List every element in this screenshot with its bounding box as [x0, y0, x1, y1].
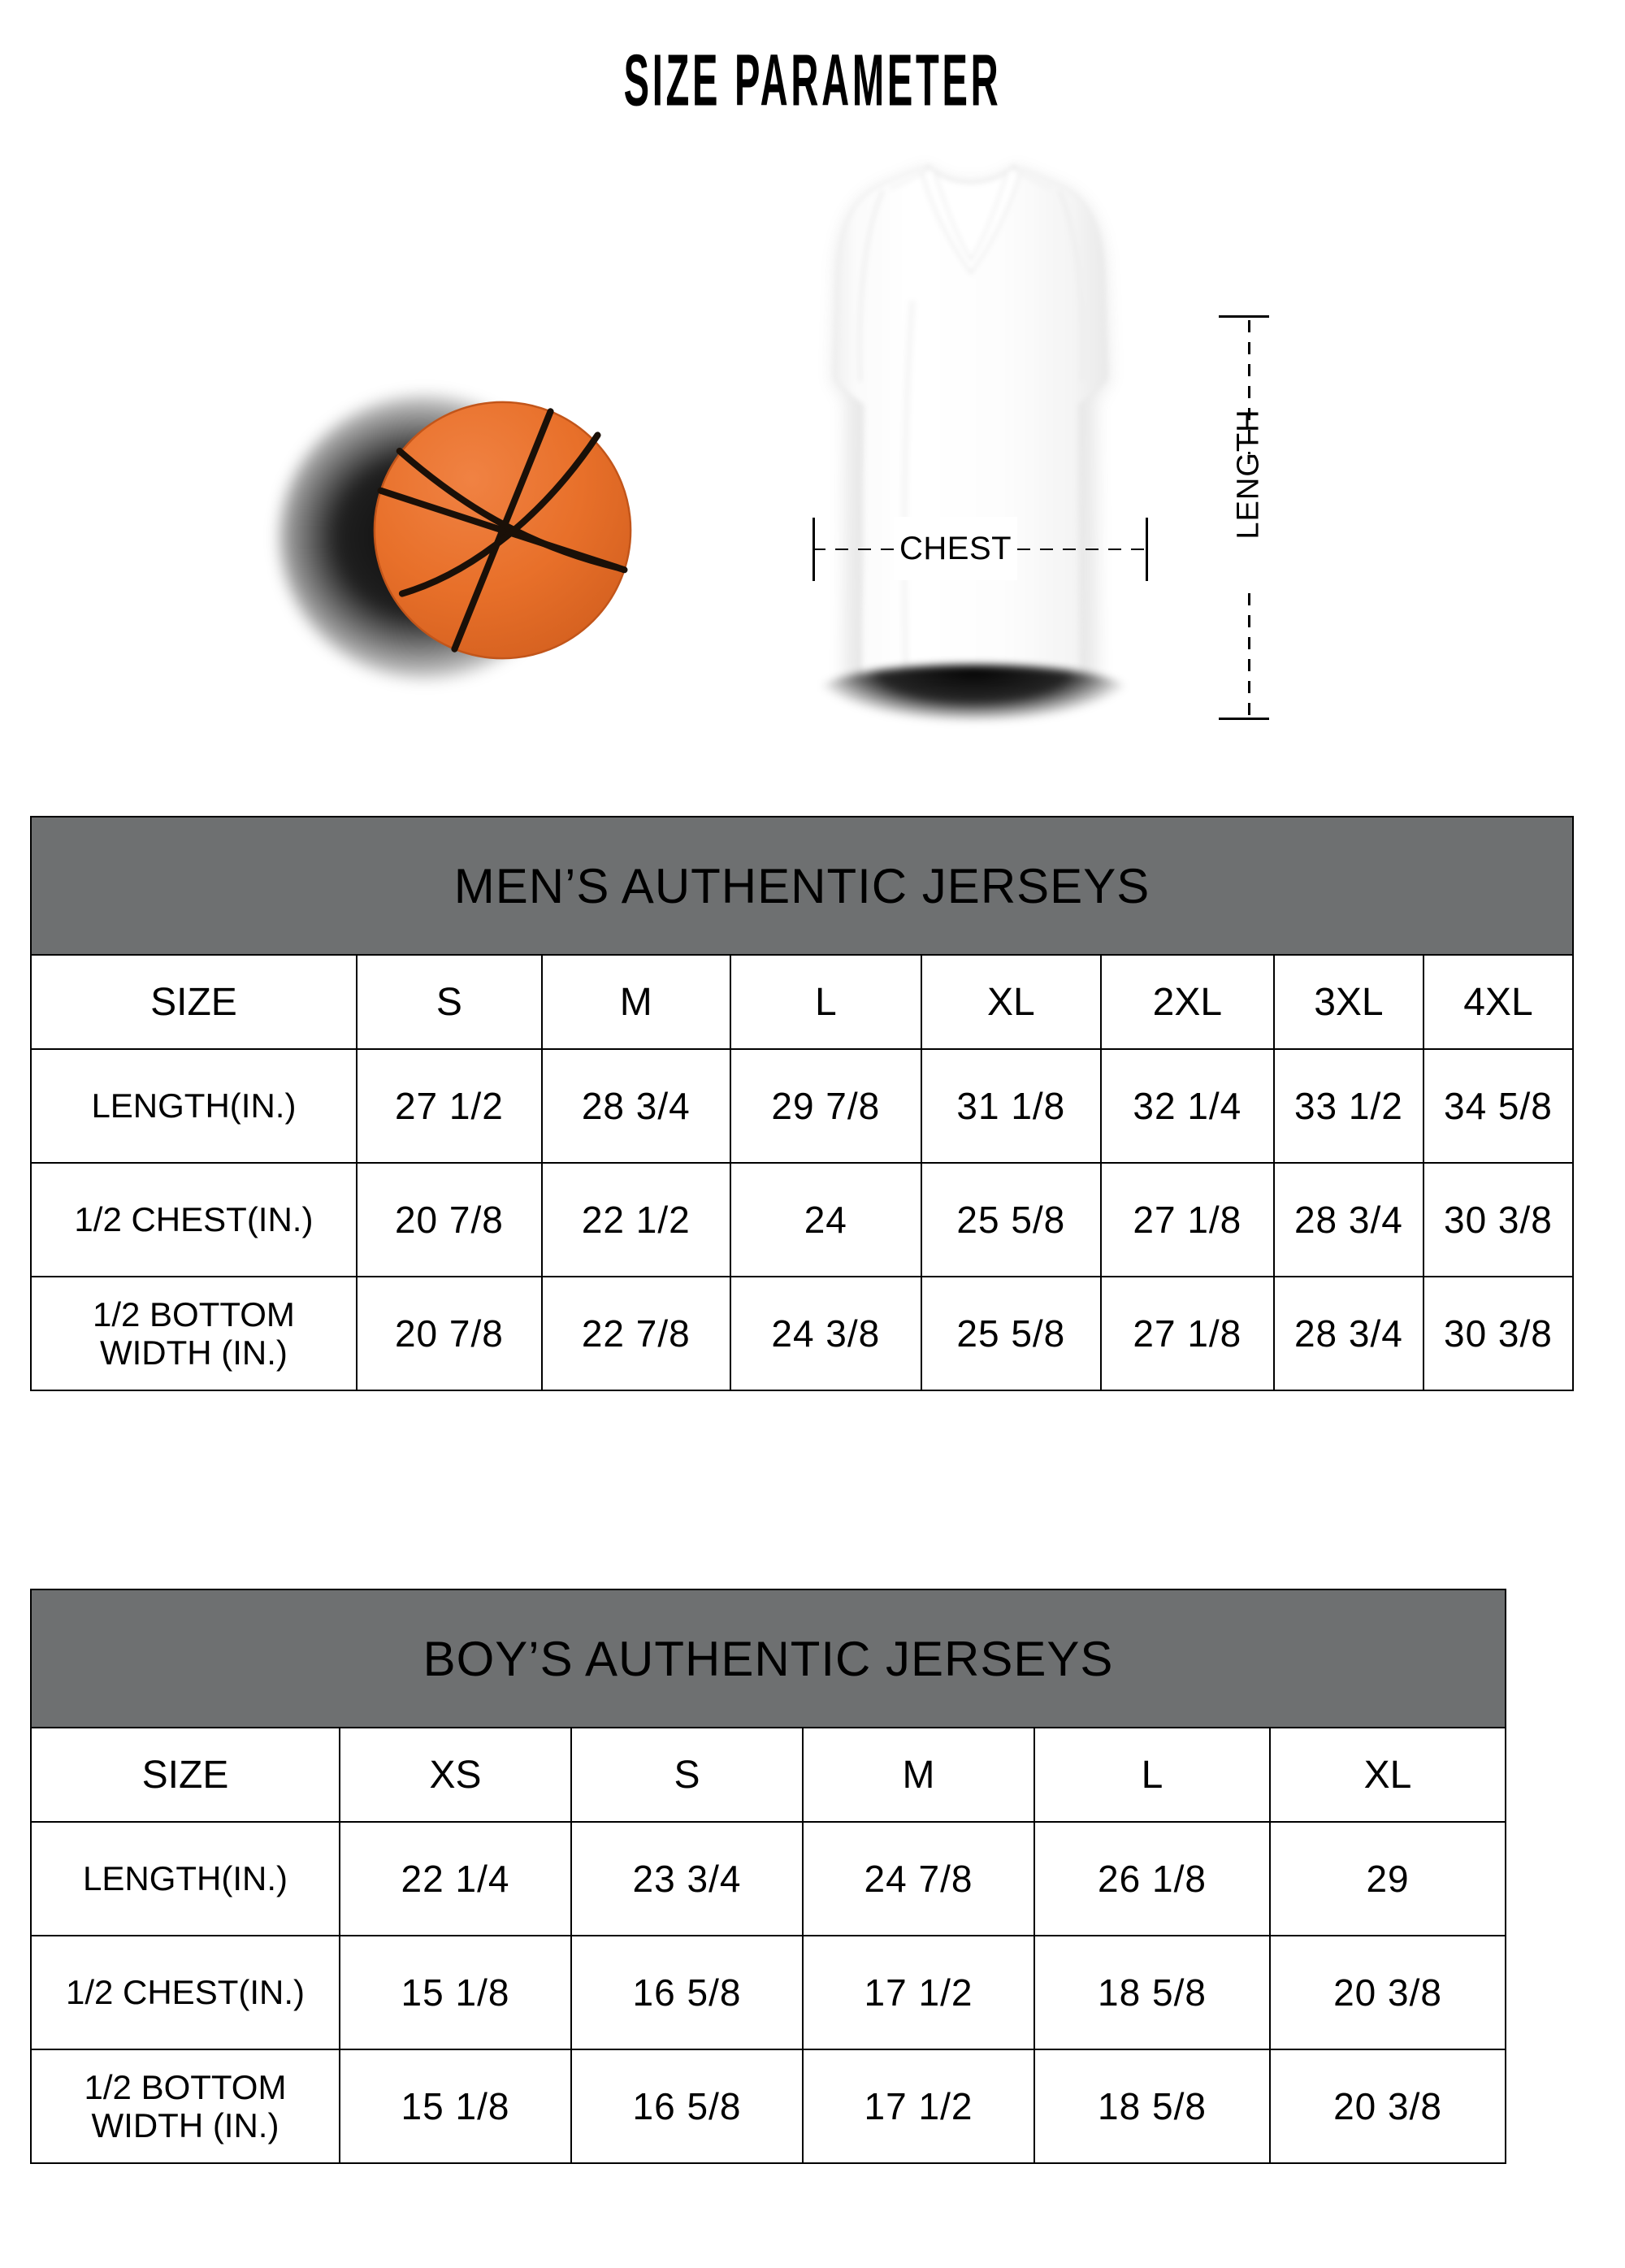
mens-col-head-l: L: [729, 954, 923, 1050]
table-cell: 22 7/8: [540, 1276, 731, 1391]
length-label: LENGTH: [1231, 409, 1266, 540]
table-cell: 20 7/8: [355, 1276, 543, 1391]
table-cell: 23 3/4: [570, 1821, 804, 1936]
length-dashed-line-top: [1248, 320, 1250, 454]
mens-col-head-size: SIZE: [30, 954, 358, 1050]
table-cell: 20 3/8: [1268, 2049, 1507, 2164]
table-cell: 22 1/4: [339, 1821, 572, 1936]
mens-col-head-2xl: 2XL: [1099, 954, 1275, 1050]
table-cell: 24 3/8: [729, 1276, 923, 1391]
table-cell: 27 1/8: [1099, 1276, 1275, 1391]
boys-banner: BOY’S AUTHENTIC JERSEYS: [29, 1589, 1507, 1728]
table-cell: 32 1/4: [1099, 1048, 1275, 1164]
table-row: 1/2 BOTTOM WIDTH (IN.) 15 1/8 16 5/8 17 1…: [30, 2049, 1507, 2164]
table-cell: 20 7/8: [355, 1162, 543, 1277]
basketball-icon: [373, 401, 632, 660]
mens-col-head-4xl: 4XL: [1422, 954, 1575, 1050]
table-row: 1/2 BOTTOM WIDTH (IN.) 20 7/8 22 7/8 24 3…: [30, 1276, 1575, 1391]
page-title: SIZE PARAMETER: [623, 40, 1002, 122]
table-cell: 27 1/2: [355, 1048, 543, 1164]
table-cell: 34 5/8: [1422, 1048, 1575, 1164]
table-row: LENGTH(IN.) 27 1/2 28 3/4 29 7/8 31 1/8 …: [30, 1048, 1575, 1164]
basketball-graphic: [280, 374, 666, 715]
boys-table-banner-row: BOY’S AUTHENTIC JERSEYS: [29, 1589, 1507, 1728]
table-cell: 18 5/8: [1034, 1935, 1271, 2050]
mens-header-row: SIZE S M L XL 2XL 3XL 4XL: [30, 954, 1575, 1050]
mens-col-head-xl: XL: [921, 954, 1102, 1050]
jersey-graphic: [776, 138, 1166, 739]
table-cell: 17 1/2: [802, 2049, 1035, 2164]
table-cell: 31 1/8: [921, 1048, 1102, 1164]
boys-size-table: BOY’S AUTHENTIC JERSEYS SIZE XS S M L XL…: [29, 1589, 1507, 2164]
boys-col-head-xs: XS: [339, 1727, 572, 1823]
table-cell: 15 1/8: [339, 1935, 572, 2050]
mens-row-label-length: LENGTH(IN.): [30, 1048, 358, 1164]
chest-label: CHEST: [894, 517, 1018, 580]
mens-table-banner-row: MEN’S AUTHENTIC JERSEYS: [30, 816, 1574, 956]
boys-col-head-m: M: [802, 1727, 1035, 1823]
table-cell: 16 5/8: [570, 2049, 804, 2164]
mens-row-label-bottom-width: 1/2 BOTTOM WIDTH (IN.): [30, 1276, 358, 1391]
table-cell: 29: [1268, 1821, 1507, 1936]
table-cell: 29 7/8: [729, 1048, 923, 1164]
length-tick-top: [1219, 315, 1269, 318]
boys-col-head-s: S: [570, 1727, 804, 1823]
illustration-band: CHEST LENGTH: [0, 138, 1625, 780]
table-cell: 18 5/8: [1034, 2049, 1271, 2164]
boys-row-label-length: LENGTH(IN.): [30, 1821, 340, 1936]
jersey-icon: [833, 164, 1109, 684]
table-cell: 25 5/8: [921, 1276, 1102, 1391]
table-row: 1/2 CHEST(IN.) 15 1/8 16 5/8 17 1/2 18 5…: [30, 1935, 1507, 2050]
table-cell: 25 5/8: [921, 1162, 1102, 1277]
boys-col-head-size: SIZE: [30, 1727, 340, 1823]
table-cell: 28 3/4: [540, 1048, 731, 1164]
length-dashed-line-bottom: [1248, 593, 1250, 719]
boys-row-label-chest: 1/2 CHEST(IN.): [30, 1935, 340, 2050]
jersey-shadow: [815, 665, 1132, 722]
table-cell: 17 1/2: [802, 1935, 1035, 2050]
table-cell: 24 7/8: [802, 1821, 1035, 1936]
table-cell: 28 3/4: [1272, 1276, 1424, 1391]
table-cell: 33 1/2: [1272, 1048, 1424, 1164]
boys-row-label-bottom-width: 1/2 BOTTOM WIDTH (IN.): [30, 2049, 340, 2164]
table-cell: 27 1/8: [1099, 1162, 1275, 1277]
table-cell: 30 3/8: [1422, 1276, 1575, 1391]
table-cell: 15 1/8: [339, 2049, 572, 2164]
table-row: 1/2 CHEST(IN.) 20 7/8 22 1/2 24 25 5/8 2…: [30, 1162, 1575, 1277]
mens-size-table: MEN’S AUTHENTIC JERSEYS SIZE S M L XL 2X…: [30, 816, 1575, 1391]
table-cell: 30 3/8: [1422, 1162, 1575, 1277]
table-cell: 26 1/8: [1034, 1821, 1271, 1936]
table-cell: 22 1/2: [540, 1162, 731, 1277]
boys-col-head-l: L: [1034, 1727, 1271, 1823]
table-cell: 28 3/4: [1272, 1162, 1424, 1277]
table-row: LENGTH(IN.) 22 1/4 23 3/4 24 7/8 26 1/8 …: [30, 1821, 1507, 1936]
mens-col-head-3xl: 3XL: [1272, 954, 1424, 1050]
mens-row-label-chest: 1/2 CHEST(IN.): [30, 1162, 358, 1277]
mens-col-head-m: M: [540, 954, 731, 1050]
table-cell: 16 5/8: [570, 1935, 804, 2050]
mens-banner: MEN’S AUTHENTIC JERSEYS: [30, 816, 1574, 956]
table-cell: 20 3/8: [1268, 1935, 1507, 2050]
table-cell: 24: [729, 1162, 923, 1277]
boys-col-head-xl: XL: [1268, 1727, 1507, 1823]
boys-header-row: SIZE XS S M L XL: [30, 1727, 1507, 1823]
length-tick-bottom: [1219, 718, 1269, 720]
mens-col-head-s: S: [355, 954, 543, 1050]
